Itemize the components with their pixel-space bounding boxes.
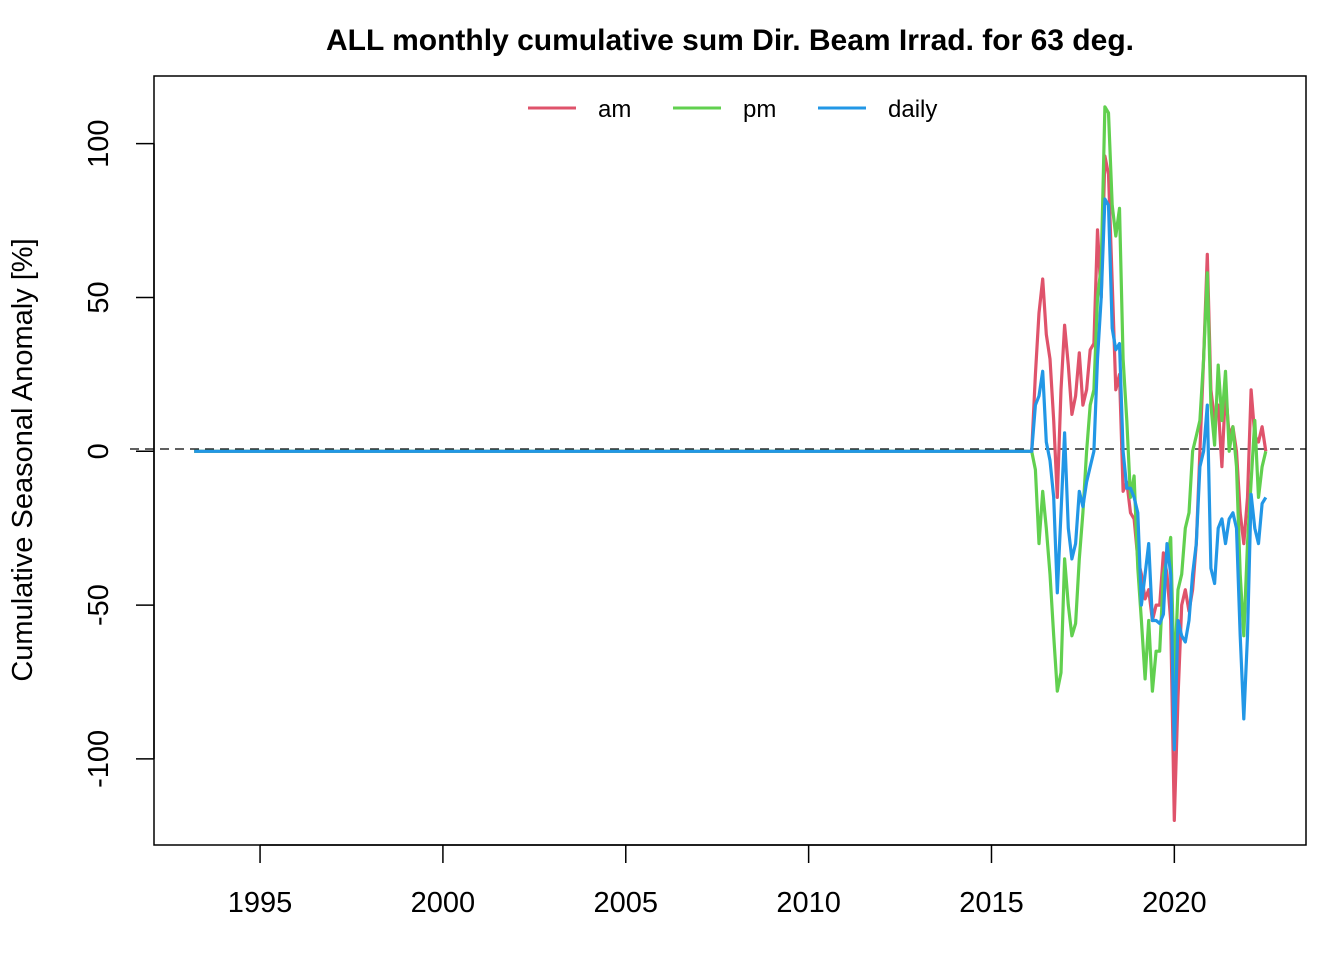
y-axis: -100 -50 0 50 100 (83, 119, 155, 788)
x-tick-label: 1995 (228, 887, 293, 919)
x-tick-label: 2010 (776, 887, 841, 919)
x-tick-label: 2005 (594, 887, 659, 919)
x-tick-label: 2015 (959, 887, 1024, 919)
legend-label-daily: daily (888, 96, 937, 123)
series-line-am (194, 154, 1268, 822)
legend-label-pm: pm (743, 96, 776, 123)
plot-frame (153, 75, 1307, 846)
series-line-daily (194, 197, 1268, 752)
x-tick-label: 2000 (411, 887, 476, 919)
x-tick-label: 2020 (1142, 887, 1207, 919)
legend-label-am: am (598, 96, 631, 123)
chart-title: ALL monthly cumulative sum Dir. Beam Irr… (326, 24, 1134, 57)
y-tick-label: 0 (83, 443, 115, 459)
y-tick-label: -100 (83, 730, 115, 788)
y-tick-label: 50 (83, 281, 115, 313)
legend: am pm daily (528, 96, 937, 123)
series-line-pm (194, 105, 1268, 693)
y-tick-label: 100 (83, 119, 115, 167)
y-tick-label: -50 (83, 584, 115, 626)
y-axis-label: Cumulative Seasonal Anomaly [%] (7, 238, 39, 681)
x-axis: 1995 2000 2005 2010 2015 2020 (228, 844, 1207, 919)
